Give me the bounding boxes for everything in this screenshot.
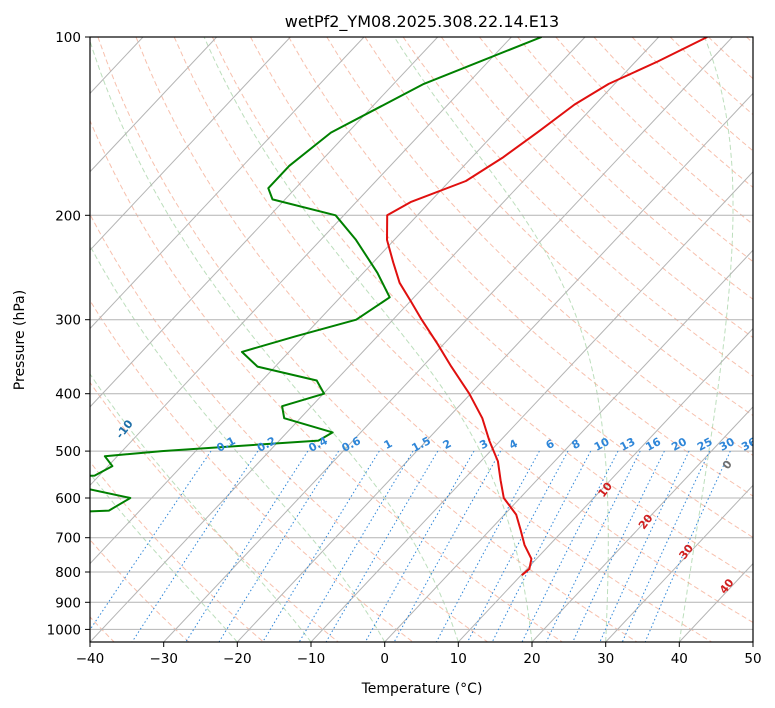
mixing-ratio-line: [262, 450, 380, 642]
mixing-ratio-line: [545, 450, 641, 642]
moist-adiabat: [90, 373, 312, 642]
y-tick-label: 500: [55, 444, 81, 460]
isotherm: [90, 37, 218, 173]
x-tick-label: 40: [671, 651, 688, 667]
mixing-ratio-line: [491, 450, 592, 642]
mixing-ratio-label: 10: [592, 435, 612, 454]
temperature-line: [386, 37, 708, 576]
x-tick-label: 50: [744, 651, 761, 667]
isotherm: [90, 37, 512, 487]
isotherm: [90, 37, 291, 251]
mixing-ratio-label: 16: [643, 435, 663, 454]
x-tick-label: −20: [223, 651, 252, 667]
isotherm: [457, 327, 753, 642]
mixing-ratio-line: [393, 450, 502, 642]
x-tick-label: −30: [149, 651, 178, 667]
mixing-ratio-label: 13: [618, 435, 638, 454]
dry-adiabat: [97, 37, 638, 642]
y-tick-label: 300: [55, 313, 81, 329]
moist-adiabat: [203, 37, 533, 642]
y-tick-label: 100: [55, 30, 81, 46]
axes: −40 −30 −20 −10 0 10 20 30 40 50 100 200 300 400 500 60…: [47, 30, 762, 667]
isotherm: [163, 37, 733, 642]
y-tick-label: 1000: [47, 622, 81, 638]
mixing-ratio-line: [90, 450, 212, 631]
isotherm: [310, 171, 753, 642]
x-tick-label: −10: [297, 651, 326, 667]
background-grid: [90, 37, 753, 642]
x-tick-label: 0: [380, 651, 389, 667]
isotherm: [605, 484, 753, 642]
isotherm: [90, 37, 439, 408]
mixing-ratio-label: 36: [739, 435, 759, 454]
y-tick-label: 900: [55, 595, 81, 611]
moist-adiabat: [393, 37, 609, 642]
dry-adiabat: [288, 37, 753, 497]
x-tick-label: 30: [597, 651, 614, 667]
mixing-ratio-line: [218, 450, 340, 642]
dry-adiabat: [250, 37, 753, 538]
mixing-ratio-line: [521, 450, 619, 642]
y-tick-label: 200: [55, 208, 81, 224]
mixing-ratio-line: [467, 450, 569, 642]
dry-adiabat: [90, 213, 488, 642]
dry-adiabat: [90, 539, 190, 642]
isotherm: [90, 37, 365, 330]
x-axis-label: Temperature (°C): [361, 681, 483, 697]
dry-adiabat: [90, 381, 339, 642]
isotherm: [384, 249, 753, 642]
isotherm: [236, 92, 753, 642]
mixing-ratio-label: 30: [717, 435, 737, 454]
mixing-ratio-line: [599, 450, 690, 642]
isotherm: [531, 406, 753, 642]
moist-adiabat: [678, 37, 734, 642]
x-tick-label: −40: [76, 651, 105, 667]
x-tick-label: 10: [450, 651, 467, 667]
y-tick-label: 600: [55, 491, 81, 507]
plot-frame: [89, 36, 754, 643]
mixing-ratio-line: [364, 450, 475, 642]
y-tick-label: 400: [55, 387, 81, 403]
dry-adiabat: [173, 37, 753, 624]
mixing-ratio-line: [435, 450, 540, 642]
y-axis-label: Pressure (hPa): [12, 290, 28, 390]
isotherm: [90, 37, 586, 565]
dry-adiabat: [90, 461, 264, 642]
dry-adiabat: [90, 119, 563, 642]
mixing-ratio-label: 20: [669, 435, 689, 454]
y-tick-label: 700: [55, 531, 81, 547]
y-tick-label: 800: [55, 565, 81, 581]
mixing-ratio-line: [572, 450, 665, 642]
dewpoint-line: [90, 37, 542, 513]
mixing-ratio-line: [131, 450, 259, 642]
x-tick-label: 20: [523, 651, 540, 667]
moist-adiabat: [90, 472, 238, 642]
chart-title: wetPf2_YM08.2025.308.22.14.E13: [285, 12, 559, 32]
mixing-ratio-line: [621, 450, 711, 642]
mixing-ratio-label: 25: [695, 435, 715, 454]
series-layer: [90, 37, 708, 576]
isotherm: [90, 37, 660, 642]
dry-adiabat: [211, 37, 753, 581]
moist-adiabat: [90, 39, 459, 642]
